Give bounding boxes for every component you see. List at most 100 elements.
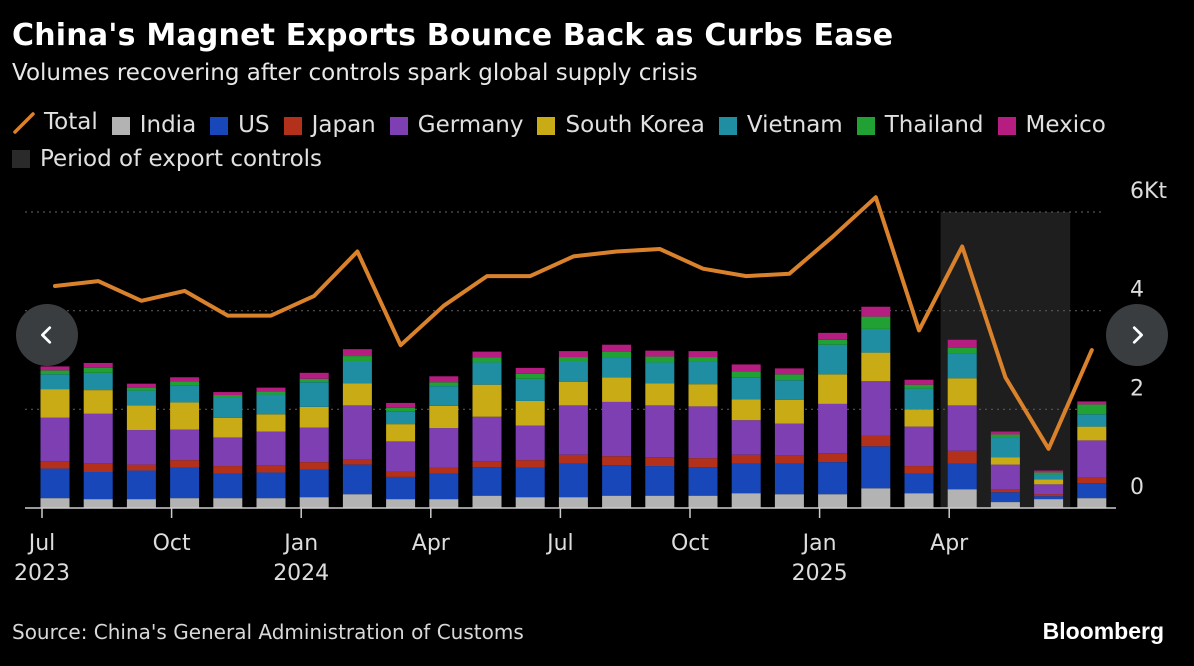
bar-segment-south-korea (40, 389, 70, 418)
bar-segment-south-korea (386, 424, 416, 442)
bar-segment-us (170, 467, 200, 499)
legend-item-japan: Japan (283, 110, 376, 141)
legend-label: India (139, 112, 197, 138)
x-tick-year-label: 2025 (792, 561, 848, 586)
bar-segment-mexico (774, 368, 804, 375)
bar-segment-thailand (818, 339, 848, 345)
bar-segment-japan (947, 450, 977, 464)
legend-line-swatch (13, 111, 35, 134)
bar-segment-india (515, 497, 545, 508)
x-tick-year-label: 2024 (273, 561, 329, 586)
bar-segment-us (386, 476, 416, 500)
bar-segment-vietnam (645, 362, 675, 384)
bar-segment-vietnam (342, 360, 372, 384)
bar-segment-japan (515, 460, 545, 468)
bar-segment-us (429, 473, 459, 500)
bar-segment-thailand (170, 381, 200, 386)
bar-segment-vietnam (1077, 414, 1107, 427)
bar-segment-us (126, 470, 156, 500)
brand-logo: Bloomberg (1042, 618, 1164, 644)
legend-item-total: Total (12, 107, 98, 138)
bar-segment-thailand (386, 407, 416, 412)
legend-swatch (997, 116, 1016, 135)
bar-segment-germany (515, 425, 545, 461)
bar-segment-south-korea (947, 378, 977, 406)
legend-item-vietnam: Vietnam (718, 110, 843, 141)
bar-segment-vietnam (40, 374, 70, 390)
bar-segment-us (602, 465, 632, 496)
bar-segment-mexico (645, 350, 675, 357)
bar-segment-india (818, 494, 848, 508)
bar-segment-thailand (515, 373, 545, 379)
bar-segment-thailand (904, 384, 934, 389)
bar-segment-germany (861, 381, 891, 436)
bar-segment-germany (558, 405, 588, 455)
bar-segment-germany (818, 403, 848, 454)
bar-segment-thailand (947, 347, 977, 354)
bar-segment-south-korea (256, 414, 286, 432)
bar-segment-vietnam (602, 357, 632, 378)
legend-label: Period of export controls (40, 145, 323, 172)
bar-segment-south-korea (818, 374, 848, 404)
bar-segment-mexico (342, 349, 372, 357)
bar-segment-vietnam (688, 361, 718, 385)
bar-segment-india (472, 495, 502, 508)
bar-segment-india (645, 495, 675, 508)
bar-segment-us (818, 462, 848, 495)
bar-segment-us (299, 469, 329, 498)
legend-swatch (389, 116, 408, 135)
bar-segment-vietnam (904, 388, 934, 410)
bar-segment-vietnam (818, 344, 848, 375)
bar-segment-mexico (213, 392, 243, 396)
bar-segment-germany (688, 406, 718, 459)
bar-segment-mexico (170, 377, 200, 382)
bar-segment-mexico (861, 306, 891, 317)
bar-segment-mexico (818, 332, 848, 340)
bar-segment-japan (342, 459, 372, 465)
bar-segment-south-korea (774, 399, 804, 424)
bar-segment-vietnam (515, 378, 545, 401)
bar-segment-thailand (645, 356, 675, 363)
bar-segment-south-korea (602, 377, 632, 402)
bar-segment-japan (645, 457, 675, 467)
bar-segment-us (904, 473, 934, 494)
bar-segment-south-korea (170, 402, 200, 430)
bar-segment-south-korea (645, 383, 675, 406)
bar-segment-mexico (904, 379, 934, 385)
bar-segment-india (429, 499, 459, 508)
bar-segment-us (688, 467, 718, 496)
bar-segment-thailand (774, 374, 804, 381)
bar-segment-india (126, 499, 156, 508)
bar-segment-thailand (213, 395, 243, 398)
legend-label: US (238, 112, 270, 138)
next-button[interactable] (1106, 304, 1168, 366)
x-tick-label: Oct (671, 531, 709, 556)
bar-segment-south-korea (1077, 426, 1107, 441)
bar-segment-south-korea (342, 383, 372, 406)
chart-subtitle: Volumes recovering after controls spark … (12, 60, 698, 86)
bar-segment-japan (861, 435, 891, 447)
bar-segment-japan (688, 458, 718, 468)
bar-segment-thailand (990, 434, 1020, 438)
bar-segment-germany (645, 405, 675, 458)
y-tick-label: 4 (1130, 278, 1144, 303)
bar-segment-vietnam (1034, 474, 1064, 480)
prev-button[interactable] (16, 304, 78, 366)
bar-segment-us (342, 464, 372, 495)
bar-segment-germany (256, 431, 286, 466)
bar-segment-mexico (126, 383, 156, 388)
legend-item-mexico: Mexico (997, 110, 1106, 141)
legend-swatch (210, 116, 229, 135)
bar-segment-germany (170, 429, 200, 461)
legend-swatch (283, 116, 302, 135)
bar-segment-vietnam (83, 372, 113, 391)
bar-segment-japan (429, 467, 459, 474)
bar-segment-japan (774, 455, 804, 464)
bar-segment-japan (1034, 494, 1064, 497)
y-tick-label: 0 (1130, 475, 1144, 500)
bar-segment-india (861, 488, 891, 508)
bar-segment-india (299, 497, 329, 508)
bar-segment-us (947, 463, 977, 490)
bar-segment-thailand (40, 370, 70, 375)
bar-segment-germany (904, 426, 934, 467)
